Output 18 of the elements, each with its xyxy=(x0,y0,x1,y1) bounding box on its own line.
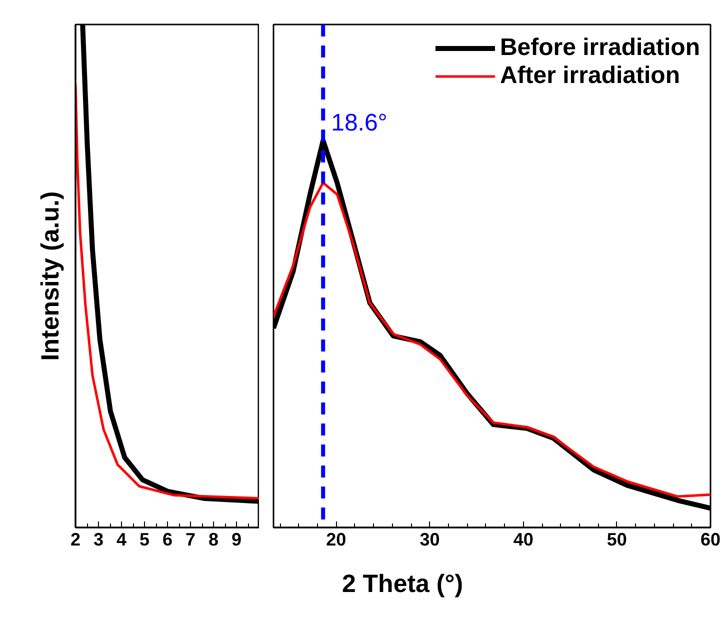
x-tick-label: 2 xyxy=(70,530,81,550)
ref-line-label: 18.6° xyxy=(331,110,388,137)
x-tick-label: 40 xyxy=(513,530,534,550)
x-tick-label: 60 xyxy=(700,530,721,550)
legend-label: Before irradiation xyxy=(500,34,700,62)
x-tick-label: 3 xyxy=(93,530,104,550)
x-axis-title: 2 Theta (°) xyxy=(342,569,464,600)
y-axis-title: Intensity (a.u.) xyxy=(36,191,64,361)
x-tick-label: 7 xyxy=(185,530,196,550)
x-tick-label: 4 xyxy=(116,530,127,550)
x-tick-label: 20 xyxy=(326,530,346,550)
x-tick-label: 9 xyxy=(231,530,242,550)
x-tick-label: 8 xyxy=(208,530,219,550)
legend-label: After irradiation xyxy=(500,62,680,90)
x-tick-label: 50 xyxy=(606,530,627,550)
x-tick-label: 5 xyxy=(139,530,150,550)
x-tick-label: 6 xyxy=(162,530,173,550)
x-tick-label: 30 xyxy=(420,530,440,550)
